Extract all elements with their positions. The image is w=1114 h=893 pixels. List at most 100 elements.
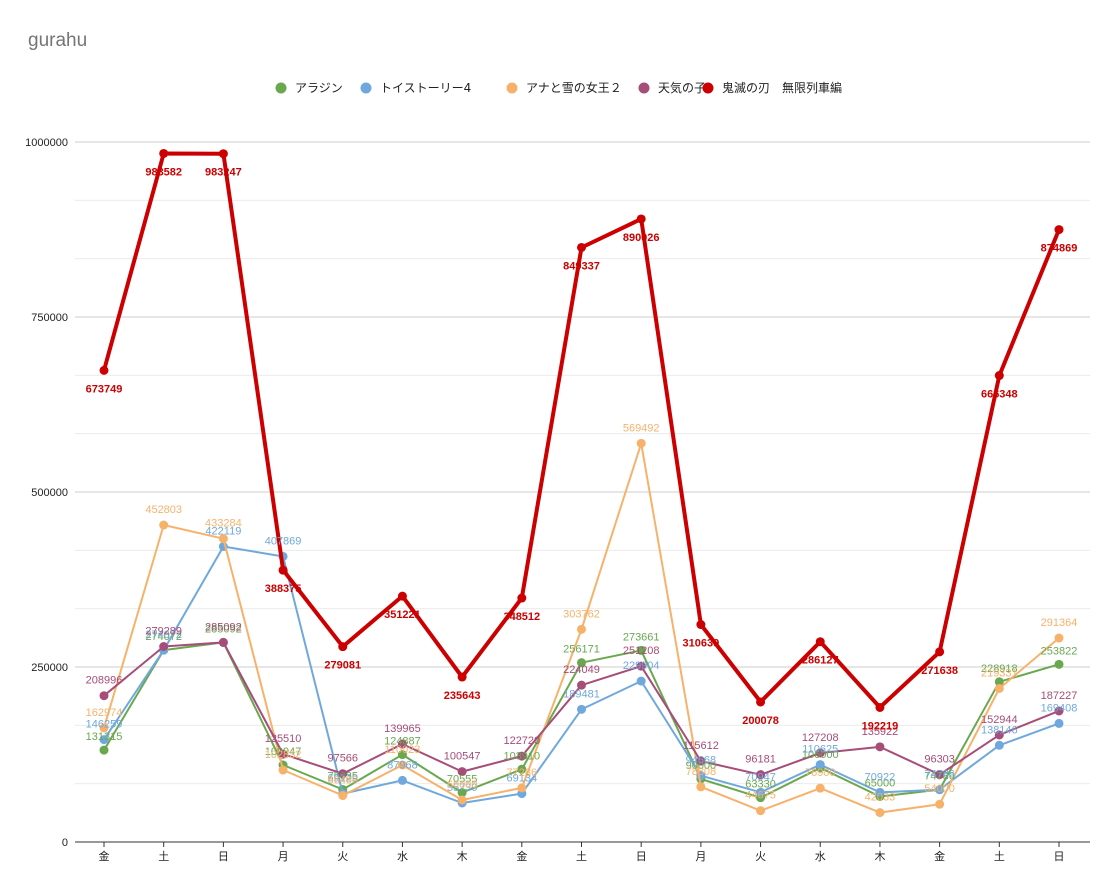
data-point <box>935 647 945 657</box>
data-label: 187227 <box>1041 690 1078 702</box>
data-label: 138146 <box>981 724 1018 736</box>
x-tick-label: 日 <box>218 851 229 863</box>
data-label: 115612 <box>683 740 719 752</box>
data-label: 100547 <box>444 751 481 763</box>
data-label: 310639 <box>683 638 720 650</box>
data-label: 169408 <box>1041 702 1078 714</box>
data-label: 94668 <box>686 755 717 767</box>
chart-title: gurahu <box>28 30 88 51</box>
data-label: 285092 <box>205 623 242 635</box>
data-point <box>636 661 646 671</box>
x-tick-label: 土 <box>994 850 1005 863</box>
data-point <box>159 520 169 530</box>
x-tick-label: 金 <box>934 849 945 863</box>
data-point <box>99 365 109 375</box>
data-label: 274072 <box>145 629 182 641</box>
data-label: 407869 <box>265 535 302 547</box>
data-point <box>99 723 109 733</box>
legend-label: トイストーリー4 <box>380 81 471 95</box>
data-label: 388375 <box>265 583 302 595</box>
x-tick-label: 月 <box>278 851 289 863</box>
data-label: 127208 <box>802 732 839 744</box>
data-point <box>338 791 348 801</box>
data-label: 55730 <box>447 782 478 794</box>
data-label: 274072 <box>145 631 182 643</box>
x-tick-label: 木 <box>457 850 468 863</box>
data-label: 97566 <box>327 753 358 765</box>
x-tick-label: 水 <box>815 850 826 863</box>
data-point <box>99 691 109 701</box>
data-point <box>99 735 109 745</box>
data-label: 109947 <box>265 746 302 758</box>
data-point <box>517 764 527 774</box>
data-label: 874869 <box>1041 243 1078 255</box>
x-tick-label: 金 <box>99 849 110 863</box>
data-point <box>1054 706 1064 716</box>
data-label: 63330 <box>745 779 776 791</box>
data-label: 96303 <box>924 754 955 766</box>
legend-marker <box>506 82 518 94</box>
data-point <box>577 658 586 668</box>
data-point <box>218 149 228 159</box>
legend-label: アナと雪の女王２ <box>526 80 622 95</box>
legend-label: 天気の子 <box>658 80 706 95</box>
legend-marker <box>275 82 287 94</box>
data-label: 69129 <box>327 773 358 785</box>
data-point <box>577 624 586 634</box>
data-label: 422119 <box>205 526 241 538</box>
data-point <box>815 760 825 770</box>
x-tick-label: 日 <box>1054 851 1065 863</box>
x-tick-label: 土 <box>158 850 169 863</box>
data-point <box>278 565 288 575</box>
data-label: 348512 <box>503 611 540 623</box>
legend-marker <box>702 82 714 94</box>
data-label: 139965 <box>384 723 421 735</box>
data-point <box>756 697 766 707</box>
x-tick-label: 日 <box>636 851 647 863</box>
data-label: 75035 <box>327 770 358 782</box>
data-label: 271638 <box>921 665 958 677</box>
data-point <box>338 769 348 779</box>
data-point <box>278 765 288 775</box>
data-label: 192219 <box>862 720 899 732</box>
data-point <box>935 770 945 780</box>
data-label: 110625 <box>802 744 838 756</box>
legend-label: アラジン <box>295 81 343 95</box>
data-point <box>397 750 407 760</box>
data-label: 74786 <box>924 771 955 783</box>
y-tick-label: 250000 <box>31 662 68 674</box>
data-point <box>935 799 945 809</box>
data-point <box>875 787 885 797</box>
data-point <box>994 371 1004 381</box>
data-point <box>756 806 766 816</box>
data-point <box>994 730 1004 740</box>
data-label: 673749 <box>86 383 123 395</box>
legend-label: 鬼滅の刃 無限列車編 <box>722 80 842 95</box>
data-point <box>99 745 109 755</box>
data-label: 279081 <box>324 660 361 672</box>
data-label: 90000 <box>686 760 717 772</box>
data-label: 890026 <box>623 232 660 244</box>
legend-marker <box>638 82 650 94</box>
y-tick-label: 1000000 <box>25 137 68 149</box>
data-point <box>756 770 766 780</box>
data-label: 162974 <box>86 707 123 719</box>
data-label: 235643 <box>444 690 481 702</box>
data-point <box>577 242 586 252</box>
data-label: 666348 <box>981 389 1018 401</box>
data-label: 849337 <box>563 260 600 272</box>
data-point <box>397 760 407 770</box>
data-point <box>517 783 527 793</box>
data-point <box>875 702 885 712</box>
data-point <box>457 767 467 777</box>
data-point <box>1054 225 1064 235</box>
data-label: 229904 <box>623 660 660 672</box>
data-point <box>218 534 228 544</box>
data-point <box>875 808 885 818</box>
data-label: 103910 <box>503 750 540 762</box>
data-label: 286127 <box>802 655 839 667</box>
data-label: 291364 <box>1041 617 1078 629</box>
data-point <box>1054 659 1064 669</box>
data-point <box>218 637 228 647</box>
